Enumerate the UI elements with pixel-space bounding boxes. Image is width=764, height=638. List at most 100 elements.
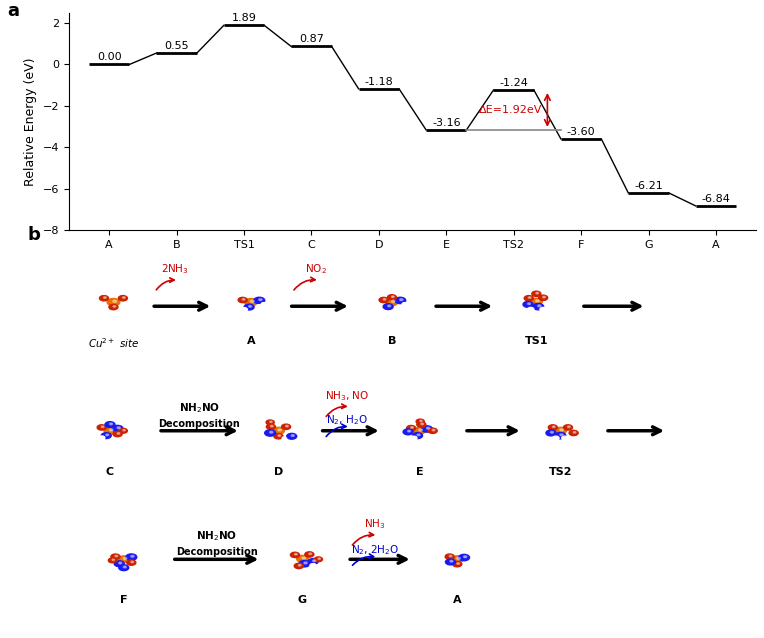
Circle shape xyxy=(259,306,261,307)
Circle shape xyxy=(432,429,435,431)
Text: NH$_2$NO: NH$_2$NO xyxy=(179,401,220,415)
Circle shape xyxy=(555,437,558,438)
Circle shape xyxy=(391,300,395,302)
Text: G: G xyxy=(298,595,307,605)
Circle shape xyxy=(127,560,136,565)
Text: A: A xyxy=(453,595,461,605)
Circle shape xyxy=(104,427,116,434)
Circle shape xyxy=(104,297,106,299)
Circle shape xyxy=(296,556,309,562)
Text: -6.84: -6.84 xyxy=(701,194,730,204)
Circle shape xyxy=(264,430,276,436)
Circle shape xyxy=(387,295,397,300)
Circle shape xyxy=(552,436,559,440)
Text: -1.24: -1.24 xyxy=(499,78,528,88)
Circle shape xyxy=(533,304,544,310)
Circle shape xyxy=(417,422,426,427)
Text: Decomposition: Decomposition xyxy=(176,547,257,558)
Circle shape xyxy=(406,426,416,431)
Circle shape xyxy=(266,420,274,425)
Circle shape xyxy=(117,433,120,434)
Circle shape xyxy=(407,430,410,432)
Text: -1.18: -1.18 xyxy=(364,77,393,87)
Circle shape xyxy=(560,429,563,431)
Circle shape xyxy=(391,296,394,297)
Circle shape xyxy=(105,422,115,427)
Text: Decomposition: Decomposition xyxy=(158,419,241,429)
Text: D: D xyxy=(274,467,283,477)
Circle shape xyxy=(542,308,545,309)
Circle shape xyxy=(384,299,386,300)
Circle shape xyxy=(267,424,276,429)
Circle shape xyxy=(569,430,578,436)
Circle shape xyxy=(536,292,539,294)
Circle shape xyxy=(286,426,288,427)
Circle shape xyxy=(563,425,572,430)
Circle shape xyxy=(270,426,274,427)
Circle shape xyxy=(107,299,120,306)
Circle shape xyxy=(119,428,128,433)
Text: TS1: TS1 xyxy=(525,336,548,346)
Circle shape xyxy=(111,554,120,560)
Circle shape xyxy=(238,297,248,302)
Circle shape xyxy=(281,424,290,429)
Circle shape xyxy=(273,427,284,434)
Circle shape xyxy=(109,304,118,309)
Circle shape xyxy=(411,427,413,428)
Circle shape xyxy=(131,555,134,557)
Text: B: B xyxy=(388,336,396,346)
Circle shape xyxy=(536,300,539,302)
Circle shape xyxy=(282,436,289,440)
Circle shape xyxy=(118,295,128,301)
Circle shape xyxy=(458,554,470,561)
Circle shape xyxy=(450,560,453,562)
Circle shape xyxy=(565,437,567,438)
Circle shape xyxy=(261,302,267,306)
Circle shape xyxy=(278,429,281,431)
Text: N$_2$, H$_2$O: N$_2$, H$_2$O xyxy=(326,413,368,427)
Circle shape xyxy=(457,558,460,560)
Circle shape xyxy=(530,299,542,305)
Circle shape xyxy=(546,430,556,436)
Circle shape xyxy=(413,437,416,438)
Circle shape xyxy=(274,434,283,439)
Circle shape xyxy=(99,295,108,301)
Circle shape xyxy=(109,423,112,425)
Circle shape xyxy=(386,299,398,306)
Text: -3.16: -3.16 xyxy=(432,118,461,128)
Circle shape xyxy=(453,561,461,567)
Circle shape xyxy=(426,427,429,429)
Circle shape xyxy=(379,297,388,302)
Circle shape xyxy=(529,297,531,299)
Text: 0.55: 0.55 xyxy=(164,41,189,51)
Circle shape xyxy=(527,303,530,304)
Circle shape xyxy=(464,556,467,558)
Circle shape xyxy=(115,555,118,557)
Circle shape xyxy=(413,427,426,434)
Circle shape xyxy=(532,291,541,297)
Circle shape xyxy=(416,419,424,424)
Circle shape xyxy=(457,563,459,564)
Circle shape xyxy=(242,299,245,300)
Circle shape xyxy=(410,436,417,440)
Circle shape xyxy=(97,425,106,430)
Circle shape xyxy=(286,433,296,439)
Circle shape xyxy=(294,563,303,568)
Text: NO$_2$: NO$_2$ xyxy=(306,262,327,276)
Circle shape xyxy=(291,434,294,436)
Circle shape xyxy=(115,561,125,567)
Circle shape xyxy=(312,565,315,566)
Text: NH$_3$, NO: NH$_3$, NO xyxy=(325,389,369,403)
Circle shape xyxy=(552,426,555,427)
Circle shape xyxy=(126,554,137,560)
Circle shape xyxy=(295,553,297,555)
Circle shape xyxy=(568,426,570,427)
Text: E: E xyxy=(416,467,423,477)
Circle shape xyxy=(421,423,423,425)
Circle shape xyxy=(549,425,558,430)
Circle shape xyxy=(123,429,125,431)
Circle shape xyxy=(254,297,265,304)
Text: F: F xyxy=(120,595,128,605)
Circle shape xyxy=(113,431,122,437)
Circle shape xyxy=(248,306,251,308)
